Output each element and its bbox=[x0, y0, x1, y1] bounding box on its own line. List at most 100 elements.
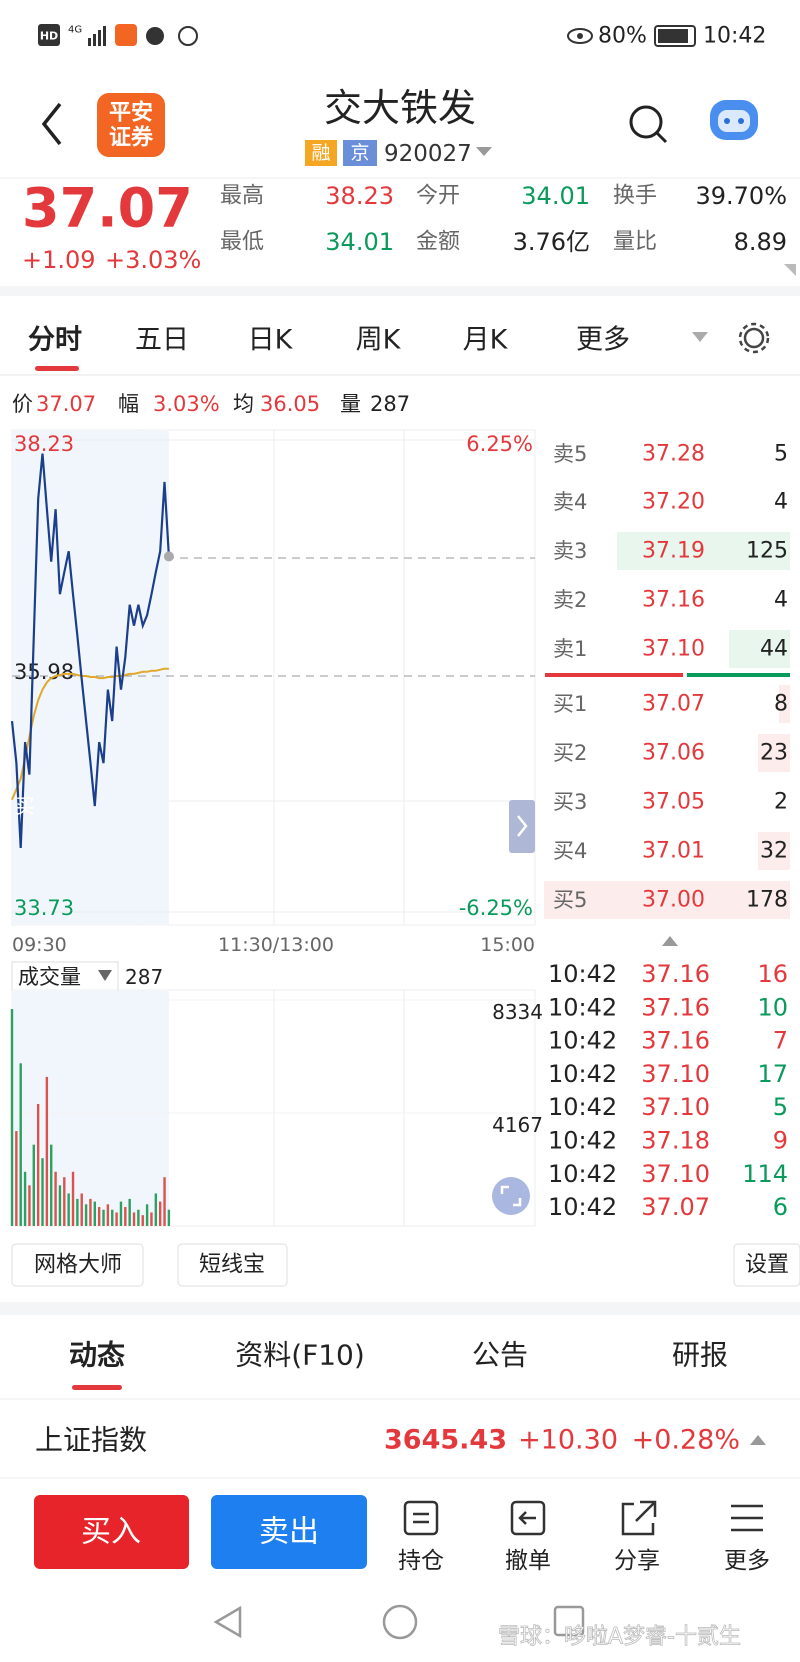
summary-value: 36.05 bbox=[260, 392, 320, 416]
tool-button[interactable] bbox=[11, 1243, 144, 1287]
logo-line: 证券 bbox=[109, 125, 154, 151]
volume-now: 287 bbox=[125, 965, 163, 989]
code-dropdown[interactable] bbox=[476, 147, 492, 156]
y-tick-label: 35.98 bbox=[14, 660, 74, 684]
depth-bg bbox=[729, 630, 790, 668]
more-icon bbox=[731, 1504, 763, 1532]
stat-value: 34.01 bbox=[521, 182, 590, 210]
book-label: 卖5 bbox=[553, 442, 587, 466]
book-price: 37.16 bbox=[642, 588, 705, 613]
price-line bbox=[10, 453, 170, 849]
book-price: 37.05 bbox=[642, 790, 705, 815]
fullscreen-button[interactable] bbox=[492, 1177, 530, 1215]
volume-bar bbox=[32, 1144, 35, 1226]
stat-value: 39.70% bbox=[695, 182, 787, 210]
nav-recent[interactable] bbox=[553, 1605, 585, 1637]
tool-label: 设置 bbox=[745, 1253, 789, 1278]
volume-bar bbox=[58, 1185, 62, 1226]
sell-button[interactable] bbox=[211, 1495, 367, 1569]
battery-percent: 80% bbox=[598, 24, 647, 49]
volume-bar bbox=[80, 1193, 83, 1226]
x-tick-label: 09:30 bbox=[12, 934, 67, 956]
stat-value: 38.23 bbox=[325, 182, 394, 210]
tool-button[interactable] bbox=[733, 1243, 800, 1287]
trade-time: 10:42 bbox=[548, 993, 617, 1021]
settings-button[interactable] bbox=[743, 327, 765, 349]
book-price: 37.10 bbox=[642, 637, 705, 662]
volume-bar bbox=[36, 1103, 40, 1226]
trade-time: 10:42 bbox=[548, 1193, 617, 1221]
trade-time: 10:42 bbox=[548, 1060, 617, 1088]
trade-price: 37.16 bbox=[641, 1027, 710, 1055]
tag-bg bbox=[343, 140, 377, 166]
volume-bar bbox=[23, 1171, 27, 1226]
corner-mark bbox=[784, 264, 796, 276]
volume-bar bbox=[145, 1204, 149, 1226]
stat-label: 换手 bbox=[613, 184, 657, 209]
book-volume: 4 bbox=[774, 490, 788, 515]
news-tab: 公告 bbox=[472, 1339, 528, 1372]
y-tick-label: 33.73 bbox=[14, 896, 74, 920]
volume-bar bbox=[89, 1198, 92, 1226]
broker-logo bbox=[97, 93, 165, 157]
chart-tab: 周K bbox=[356, 325, 402, 356]
tool-label: 短线宝 bbox=[199, 1253, 265, 1278]
eye-icon bbox=[567, 28, 593, 44]
book-label: 买3 bbox=[553, 790, 587, 814]
nav-home[interactable] bbox=[382, 1604, 418, 1640]
news-tab: 研报 bbox=[672, 1339, 728, 1372]
search-button[interactable] bbox=[629, 105, 663, 139]
book-volume: 2 bbox=[774, 790, 788, 815]
action-label: 持仓 bbox=[398, 1548, 444, 1574]
volume-bar bbox=[115, 1212, 118, 1226]
expand-arrow bbox=[517, 815, 528, 837]
stat-label: 最高 bbox=[220, 184, 264, 209]
index-toggle[interactable] bbox=[750, 1435, 766, 1445]
active-tab-underline bbox=[35, 366, 79, 371]
trade-price: 37.18 bbox=[641, 1127, 710, 1155]
trade-time: 10:42 bbox=[548, 1127, 617, 1155]
elapsed-shade bbox=[12, 991, 169, 1225]
chart-tab: 更多 bbox=[576, 325, 630, 356]
action-label: 分享 bbox=[614, 1548, 660, 1574]
last-price: 37.07 bbox=[22, 177, 193, 240]
volume-tick-label: 8334 bbox=[492, 1000, 543, 1024]
gap bbox=[0, 286, 800, 296]
book-volume: 8 bbox=[774, 692, 788, 717]
volume-selector[interactable] bbox=[11, 961, 119, 993]
trade-price: 37.10 bbox=[641, 1160, 710, 1188]
settings-gear bbox=[738, 322, 770, 354]
back-button[interactable] bbox=[41, 102, 62, 146]
depth-bg bbox=[758, 734, 790, 772]
expand-orderbook[interactable] bbox=[509, 800, 535, 853]
tag: 京 bbox=[350, 142, 369, 164]
nav-back[interactable] bbox=[213, 1605, 242, 1639]
tool-button[interactable] bbox=[177, 1243, 288, 1287]
y-tick-label: 38.23 bbox=[14, 432, 74, 456]
battery-icon bbox=[654, 25, 696, 47]
book-divider-red bbox=[545, 673, 683, 677]
trade-price: 37.10 bbox=[641, 1060, 710, 1088]
hd-badge bbox=[38, 24, 60, 46]
trade-time: 10:42 bbox=[548, 1093, 617, 1121]
assistant-eye bbox=[738, 118, 744, 124]
depth-bg bbox=[617, 532, 790, 570]
book-label: 卖2 bbox=[553, 588, 587, 612]
book-volume: 44 bbox=[760, 637, 788, 662]
action-label: 撤单 bbox=[505, 1548, 551, 1574]
hd-text: HD bbox=[40, 30, 58, 43]
scroll-up[interactable] bbox=[662, 936, 678, 946]
price-change: +1.09 bbox=[22, 246, 96, 274]
volume-bar bbox=[102, 1209, 105, 1226]
volume-dropdown bbox=[98, 970, 112, 981]
shield-icon bbox=[178, 26, 198, 46]
volume-bar bbox=[132, 1212, 136, 1226]
action-label: 更多 bbox=[724, 1548, 770, 1574]
news-tab: 动态 bbox=[69, 1339, 125, 1372]
stock-name: 交大铁发 bbox=[324, 86, 476, 130]
tool-label: 网格大师 bbox=[34, 1253, 122, 1278]
buy-button[interactable] bbox=[34, 1495, 189, 1569]
volume-bar bbox=[67, 1193, 70, 1226]
